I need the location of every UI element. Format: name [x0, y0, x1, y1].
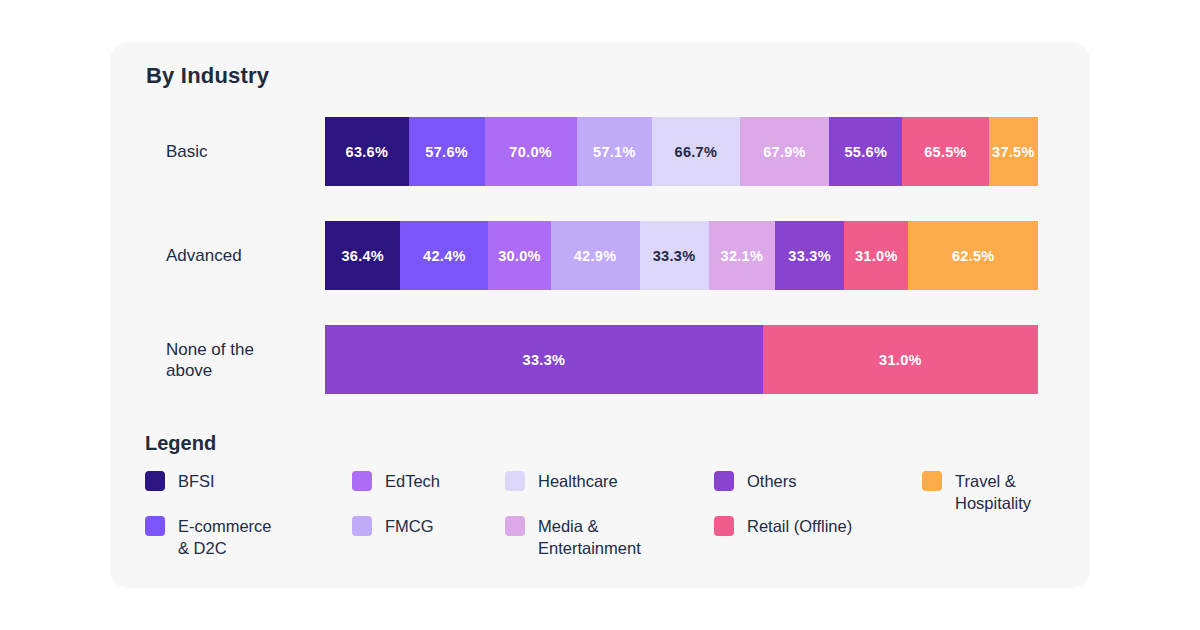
row-label: Basic [110, 141, 325, 162]
segment-value: 65.5% [924, 144, 967, 160]
legend-swatch-icon [505, 471, 525, 491]
legend-swatch-icon [145, 471, 165, 491]
chart-title: By Industry [146, 62, 269, 90]
bar-segment-retail-offline: 65.5% [902, 117, 988, 186]
segment-value: 32.1% [721, 248, 764, 264]
bar-segment-edtech: 30.0% [488, 221, 550, 290]
bar-segment-retail-offline: 31.0% [844, 221, 908, 290]
legend-item-retail-offline: Retail (Offline) [714, 514, 922, 559]
segment-value: 33.3% [653, 248, 696, 264]
legend-label: Travel & Hospitality [955, 470, 1031, 514]
segment-value: 31.0% [879, 352, 922, 368]
segment-value: 62.5% [952, 248, 995, 264]
bar-basic: 63.6% 57.6% 70.0% 57.1% 66.7% 67.9% 55.6% 65.5%… [325, 117, 1038, 186]
segment-value: 70.0% [509, 144, 552, 160]
segment-value: 30.0% [498, 248, 541, 264]
page: By Industry Basic 63.6% 57.6% 70.0% 57.1% 66.… [0, 0, 1200, 630]
bar-segment-others: 33.3% [775, 221, 844, 290]
chart-row-advanced: Advanced 36.4% 42.4% 30.0% 42.9% 33.3% 32.1% 33… [110, 221, 1090, 290]
bar-segment-e-commerce-d2c: 57.6% [409, 117, 485, 186]
legend-swatch-icon [714, 471, 734, 491]
bar-segment-media-entertainment: 67.9% [740, 117, 829, 186]
legend-item-e-commerce-d2c: E-commerce & D2C [145, 514, 352, 559]
legend-label: E-commerce & D2C [178, 515, 272, 559]
segment-value: 31.0% [855, 248, 898, 264]
bar-segment-bfsi: 63.6% [325, 117, 409, 186]
legend-item-edtech: EdTech [352, 469, 505, 514]
legend-item-travel-hospitality: Travel & Hospitality [922, 469, 1040, 514]
row-label: Advanced [110, 245, 325, 266]
legend-label: Others [747, 470, 797, 492]
bar-segment-healthcare: 66.7% [652, 117, 740, 186]
legend-item-bfsi: BFSI [145, 469, 352, 514]
legend-swatch-icon [352, 516, 372, 536]
segment-value: 63.6% [346, 144, 389, 160]
segment-value: 33.3% [788, 248, 831, 264]
bar-segment-healthcare: 33.3% [640, 221, 709, 290]
segment-value: 36.4% [341, 248, 384, 264]
legend-label: Retail (Offline) [747, 515, 852, 537]
bar-chart: Basic 63.6% 57.6% 70.0% 57.1% 66.7% 67.9% 55.6%… [110, 117, 1090, 429]
bar-segment-edtech: 70.0% [485, 117, 577, 186]
segment-value: 42.9% [574, 248, 617, 264]
legend-label: Media & Entertainment [538, 515, 641, 559]
legend-label: EdTech [385, 470, 440, 492]
row-label: None of the above [110, 339, 325, 381]
legend-swatch-icon [352, 471, 372, 491]
legend-swatch-icon [714, 516, 734, 536]
bar-segment-others: 55.6% [829, 117, 902, 186]
chart-row-none-of-the: None of the above 33.3% 31.0% [110, 325, 1090, 394]
legend-swatch-icon [145, 516, 165, 536]
bar-segment-fmcg: 42.9% [551, 221, 640, 290]
legend-item-media-entertainment: Media & Entertainment [505, 514, 714, 559]
bar-segment-media-entertainment: 32.1% [709, 221, 776, 290]
legend-item-healthcare: Healthcare [505, 469, 714, 514]
segment-value: 37.5% [992, 144, 1035, 160]
legend-swatch-icon [922, 471, 942, 491]
segment-value: 33.3% [523, 352, 566, 368]
chart-row-basic: Basic 63.6% 57.6% 70.0% 57.1% 66.7% 67.9% 55.6%… [110, 117, 1090, 186]
segment-value: 67.9% [763, 144, 806, 160]
bar-advanced: 36.4% 42.4% 30.0% 42.9% 33.3% 32.1% 33.3% 31.0%… [325, 221, 1038, 290]
chart-card: By Industry Basic 63.6% 57.6% 70.0% 57.1% 66.… [110, 42, 1090, 588]
legend-label: Healthcare [538, 470, 618, 492]
legend-title: Legend [145, 430, 216, 456]
legend: BFSI E-commerce & D2C EdTech FMCG Healthcare… [145, 469, 1040, 559]
segment-value: 42.4% [423, 248, 466, 264]
legend-swatch-icon [505, 516, 525, 536]
legend-label: FMCG [385, 515, 434, 537]
bar-segment-retail-offline: 31.0% [763, 325, 1038, 394]
legend-item-others: Others [714, 469, 922, 514]
bar-segment-travel-hospitality: 37.5% [989, 117, 1038, 186]
segment-value: 57.1% [593, 144, 636, 160]
bar-segment-bfsi: 36.4% [325, 221, 400, 290]
segment-value: 55.6% [844, 144, 887, 160]
segment-value: 66.7% [675, 144, 718, 160]
bar-segment-e-commerce-d2c: 42.4% [400, 221, 488, 290]
bar-none-of-the: 33.3% 31.0% [325, 325, 1038, 394]
legend-label: BFSI [178, 470, 215, 492]
bar-segment-others: 33.3% [325, 325, 763, 394]
legend-item-fmcg: FMCG [352, 514, 505, 559]
bar-segment-travel-hospitality: 62.5% [908, 221, 1038, 290]
segment-value: 57.6% [425, 144, 468, 160]
bar-segment-fmcg: 57.1% [577, 117, 652, 186]
